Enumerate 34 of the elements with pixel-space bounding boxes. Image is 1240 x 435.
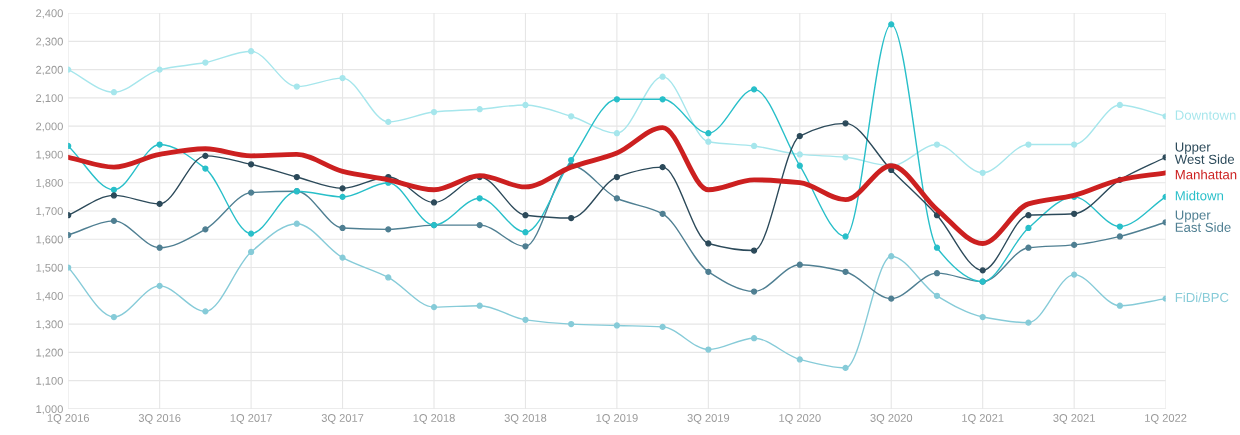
y-tick-label: 2,200	[36, 65, 63, 76]
x-tick-label: 1Q 2016	[47, 414, 90, 424]
y-tick-label: 2,100	[36, 94, 63, 104]
x-tick-label: 3Q 2020	[870, 414, 913, 424]
series-label: Upper West Side	[1174, 142, 1235, 164]
y-tick-label: 1,200	[36, 348, 63, 358]
y-tick-label: 1,400	[36, 292, 63, 302]
x-tick-label: 1Q 2018	[413, 414, 455, 424]
x-tick-label: 3Q 2018	[504, 414, 547, 424]
y-tick-label: 1,500	[36, 263, 63, 273]
y-tick-label: 1,800	[36, 178, 63, 189]
series-label: Midtown	[1175, 190, 1224, 201]
y-tick-label: 2,400	[36, 9, 63, 19]
x-tick-label: 3Q 2017	[321, 414, 364, 424]
series-label: Manhattan	[1175, 169, 1237, 180]
y-tick-label: 1,000	[36, 405, 63, 415]
x-tick-label: 1Q 2019	[596, 414, 638, 424]
y-tick-label: 2,300	[36, 37, 63, 47]
x-tick-label: 1Q 2022	[1145, 414, 1187, 424]
y-tick-label: 1,300	[36, 320, 63, 330]
x-tick-label: 1Q 2020	[779, 414, 821, 424]
y-tick-label: 1,900	[36, 150, 63, 160]
y-tick-label: 1,600	[36, 235, 63, 245]
y-tick-label: 1,100	[36, 376, 63, 387]
x-tick-label: 3Q 2016	[138, 414, 181, 424]
series-label: FiDi/BPC	[1175, 292, 1229, 303]
x-tick-label: 1Q 2017	[230, 414, 272, 424]
series-label: Upper East Side	[1175, 210, 1231, 232]
y-tick-label: 2,000	[36, 122, 63, 132]
x-tick-label: 3Q 2019	[687, 414, 730, 424]
x-tick-label: 1Q 2021	[962, 414, 1004, 424]
x-tick-label: 3Q 2021	[1053, 414, 1095, 424]
series-label: Downtown	[1175, 110, 1236, 120]
y-tick-label: 1,700	[36, 207, 63, 217]
